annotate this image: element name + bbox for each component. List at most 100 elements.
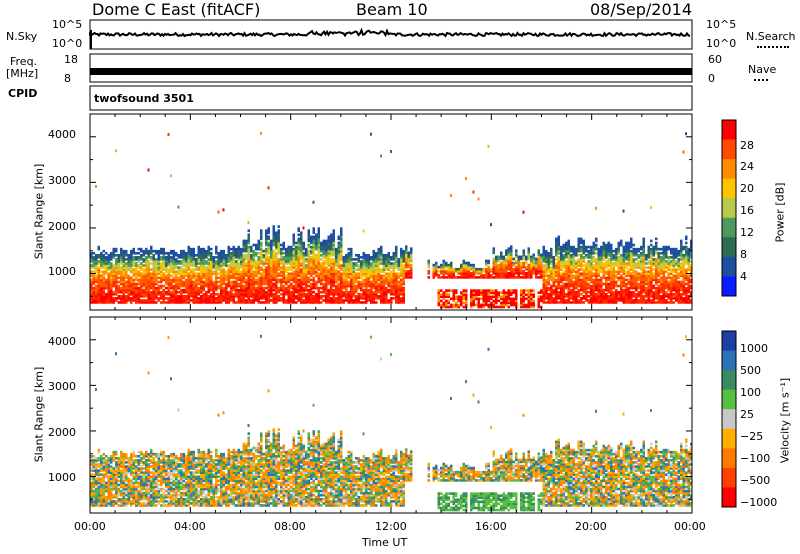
heatmap-cell — [260, 241, 263, 245]
heatmap-cell — [385, 282, 388, 286]
heatmap-cell — [492, 276, 495, 279]
heatmap-cell — [372, 290, 375, 294]
heatmap-cell — [575, 247, 578, 251]
heatmap-cell — [147, 260, 150, 263]
heatmap-cell — [200, 280, 203, 284]
heatmap-cell — [265, 229, 268, 232]
heatmap-cell — [105, 268, 108, 271]
heatmap-cell — [462, 291, 465, 294]
heatmap-cell — [272, 295, 275, 298]
heatmap-cell — [150, 299, 153, 302]
heatmap-cell — [210, 280, 213, 284]
heatmap-cell — [500, 263, 503, 267]
heatmap-cell — [195, 258, 198, 261]
heatmap-cell — [602, 282, 605, 286]
heatmap-cell — [487, 265, 490, 269]
heatmap-cell — [210, 266, 213, 269]
heatmap-cell — [512, 271, 515, 275]
heatmap-cell — [115, 270, 118, 273]
heatmap-cell — [115, 297, 118, 300]
heatmap-cell — [120, 276, 123, 280]
heatmap-cell — [142, 272, 145, 276]
heatmap-cell — [517, 255, 520, 259]
heatmap-cell — [245, 266, 248, 269]
heatmap-cell — [325, 286, 328, 290]
heatmap-cell — [237, 288, 240, 292]
heatmap-cell — [110, 253, 113, 257]
heatmap-cell — [322, 245, 325, 249]
heatmap-cell — [175, 266, 178, 269]
heatmap-cell — [360, 256, 363, 259]
heatmap-cell — [327, 295, 330, 298]
heatmap-cell — [305, 260, 308, 263]
heatmap-cell — [295, 282, 298, 286]
heatmap-cell — [510, 263, 513, 267]
heatmap-cell — [360, 288, 363, 292]
heatmap-cell — [452, 303, 455, 307]
heatmap-cell — [467, 271, 470, 275]
heatmap-cell — [350, 276, 353, 280]
heatmap-cell — [380, 276, 383, 280]
heatmap-cell — [112, 247, 115, 251]
heatmap-cell — [380, 297, 383, 300]
heatmap-cell — [300, 239, 303, 243]
heatmap-cell — [535, 267, 538, 271]
heatmap-cell — [347, 258, 350, 261]
heatmap-cell — [535, 274, 538, 277]
heatmap-cell — [387, 258, 390, 261]
heatmap-cell — [205, 297, 208, 300]
heatmap-cell — [190, 288, 193, 292]
heatmap-cell — [370, 276, 373, 280]
heatmap-cell — [292, 290, 295, 294]
heatmap-cell — [322, 276, 325, 280]
heatmap-cell — [207, 251, 210, 255]
heatmap-cell — [200, 251, 203, 255]
heatmap-cell — [340, 284, 343, 288]
heatmap-cell — [335, 274, 338, 278]
heatmap-cell — [165, 286, 168, 290]
heatmap-cell — [342, 272, 345, 276]
heatmap-cell — [215, 301, 218, 304]
heatmap-cell — [182, 301, 185, 304]
heatmap-cell — [272, 227, 275, 230]
heatmap-cell — [330, 243, 333, 247]
heatmap-cell — [332, 280, 335, 284]
heatmap-cell — [100, 264, 103, 267]
heatmap-cell — [582, 268, 585, 271]
heatmap-cell — [290, 253, 293, 257]
heatmap-cell — [385, 299, 388, 302]
heatmap-cell — [280, 297, 283, 300]
heatmap-cell — [262, 290, 265, 294]
heatmap-cell — [170, 290, 173, 294]
heatmap-cell — [252, 274, 255, 278]
heatmap-cell — [105, 272, 108, 276]
heatmap-cell — [300, 243, 303, 247]
heatmap-cell — [302, 266, 305, 269]
heatmap-cell — [115, 149, 117, 153]
heatmap-cell — [332, 297, 335, 300]
heatmap-cell — [390, 292, 393, 296]
heatmap-cell — [397, 292, 400, 296]
heatmap-cell — [205, 256, 208, 259]
heatmap-cell — [320, 297, 323, 300]
heatmap-cell — [212, 256, 215, 259]
heatmap-cell — [362, 258, 365, 261]
heatmap-cell — [290, 278, 293, 282]
heatmap-cell — [460, 297, 463, 301]
heatmap-cell — [105, 284, 108, 288]
heatmap-cell — [402, 292, 405, 296]
heatmap-cell — [115, 249, 118, 253]
heatmap-cell — [252, 262, 255, 265]
heatmap-cell — [290, 256, 293, 259]
heatmap-cell — [320, 243, 323, 247]
heatmap-cell — [280, 262, 283, 265]
heatmap-cell — [400, 272, 403, 276]
heatmap-cell — [457, 276, 460, 279]
heatmap-cell — [152, 288, 155, 292]
heatmap-cell — [365, 258, 368, 261]
heatmap-cell — [455, 276, 458, 279]
heatmap-cell — [362, 272, 365, 276]
heatmap-cell — [380, 251, 383, 255]
heatmap-cell — [180, 278, 183, 282]
heatmap-cell — [145, 266, 148, 269]
